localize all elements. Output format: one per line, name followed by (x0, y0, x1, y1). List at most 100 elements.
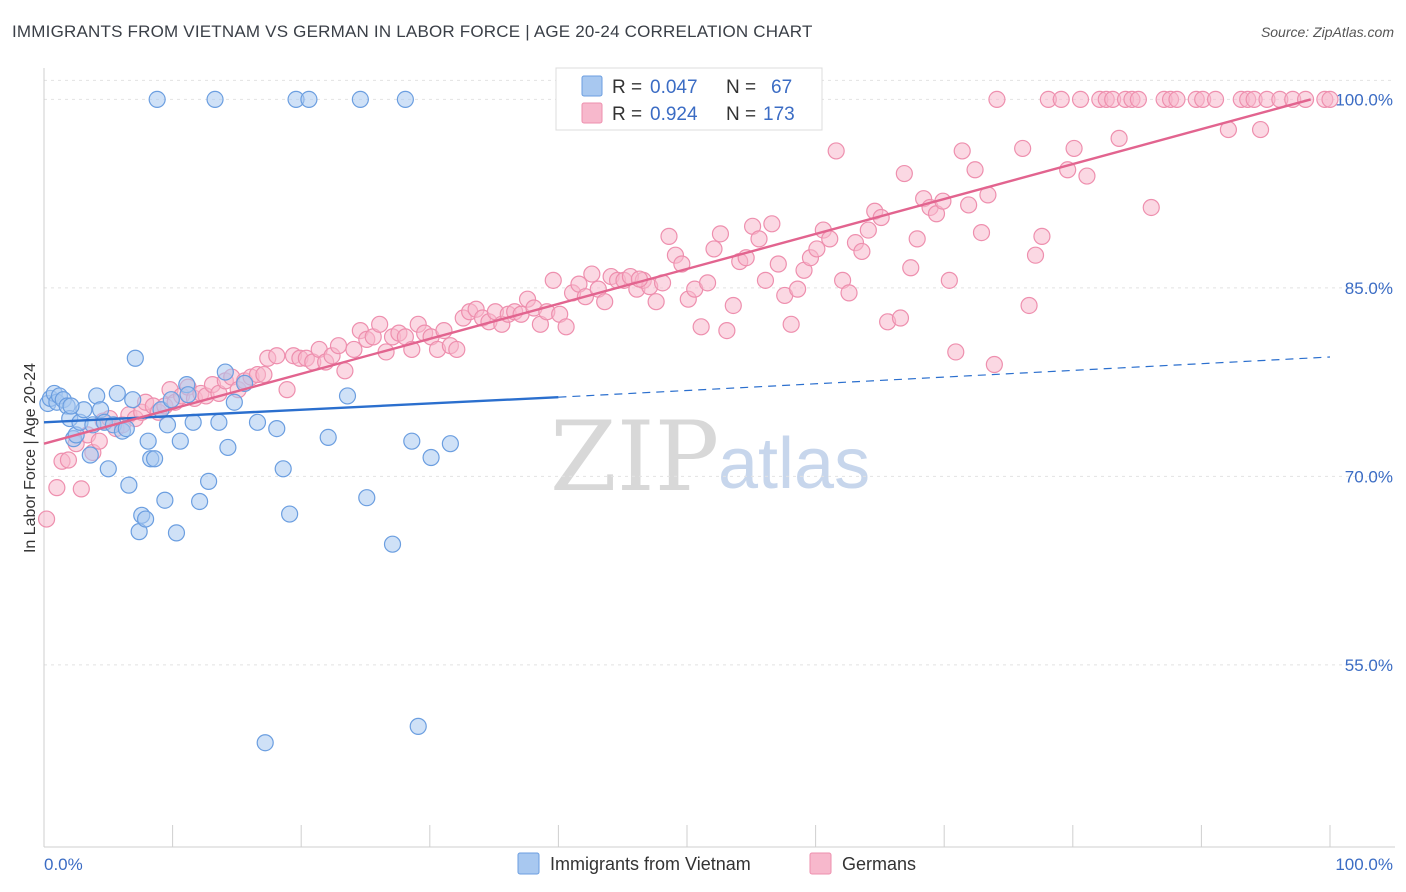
germans-point (895, 164, 913, 183)
vietnam-point (281, 505, 299, 523)
germans-point (1026, 246, 1045, 264)
germans-point (891, 309, 910, 327)
vietnam-point (62, 397, 80, 415)
y-tick-label: 85.0% (1345, 279, 1393, 298)
germans-point (769, 255, 787, 273)
bottom-legend-swatch-vietnam (517, 852, 540, 875)
germans-point (1052, 90, 1070, 109)
germans-point (448, 340, 466, 359)
germans-point (371, 315, 389, 333)
germans-point (705, 240, 723, 258)
germans-point (1065, 139, 1083, 158)
vietnam-point (81, 446, 99, 464)
y-tick-label: 100.0% (1335, 90, 1393, 109)
germans-point (583, 265, 601, 283)
germans-point (953, 142, 971, 160)
bottom-legend-label-vietnam: Immigrants from Vietnam (550, 854, 751, 874)
vietnam-point (184, 413, 202, 431)
bottom-legend: Immigrants from Vietnam Germans (517, 852, 916, 875)
vietnam-point (156, 491, 174, 509)
germans-point (808, 240, 826, 258)
x-tick-label-end: 100.0% (1335, 855, 1393, 874)
vietnam-point (171, 432, 189, 450)
germans-point (1110, 129, 1128, 147)
x-tick-label-start: 0.0% (44, 855, 83, 874)
germans-point (827, 142, 845, 160)
watermark-atlas: atlas (718, 424, 870, 504)
vietnam-point (358, 489, 376, 507)
bottom-legend-label-germans: Germans (842, 854, 916, 874)
germans-point (1251, 120, 1270, 139)
germans-point (37, 510, 56, 528)
germans-point (329, 337, 348, 355)
germans-point (853, 242, 871, 261)
germans-point (596, 293, 614, 311)
germans-point (966, 161, 984, 179)
vietnam-point (210, 413, 228, 431)
vietnam-point (441, 435, 459, 453)
vietnam-point (148, 90, 166, 109)
germans-point (859, 221, 877, 239)
vietnam-point (422, 448, 440, 467)
germans-point (698, 274, 717, 292)
germans-point (544, 271, 562, 289)
germans-point (1078, 167, 1096, 185)
vietnam-point (396, 90, 414, 109)
vietnam-point (351, 90, 369, 109)
vietnam-point (225, 393, 243, 411)
germans-point (557, 318, 575, 336)
germans-point (782, 315, 800, 333)
germans-point (647, 293, 665, 311)
legend-n-label-germans: N = (726, 104, 756, 125)
legend-n-value-vietnam: 67 (771, 77, 792, 98)
vietnam-point (108, 384, 126, 403)
germans-point (711, 225, 730, 243)
x-tick-labels: 0.0% 100.0% (44, 855, 1393, 874)
germans-point (1142, 198, 1160, 217)
germans-point (1321, 90, 1339, 109)
germans-point (345, 340, 363, 359)
vietnam-point (256, 734, 274, 752)
vietnam-point (300, 90, 318, 109)
germans-point (724, 296, 742, 315)
germans-point (940, 271, 958, 289)
y-tick-label: 55.0% (1345, 656, 1393, 675)
chart-title: IMMIGRANTS FROM VIETNAM VS GERMAN IN LAB… (12, 22, 813, 41)
germans-point (268, 347, 286, 365)
germans-point (908, 230, 926, 248)
vietnam-point (99, 460, 117, 478)
vietnam-point (200, 472, 218, 490)
vietnam-point (191, 492, 209, 511)
germans-point (821, 230, 839, 248)
vietnam-trend-extension (558, 356, 1331, 398)
germans-point (960, 196, 978, 214)
germans-point (1129, 90, 1147, 109)
vietnam-point (403, 432, 421, 450)
legend-r-value-germans: 0.924 (650, 104, 698, 125)
vietnam-point (179, 386, 197, 404)
germans-point (72, 480, 90, 498)
germans-point (660, 227, 678, 245)
vietnam-point (120, 476, 138, 494)
legend-r-label-vietnam: R = (612, 77, 642, 98)
germans-point (1020, 296, 1038, 315)
germans-point (988, 90, 1006, 109)
vietnam-points (39, 90, 459, 752)
trend-lines (43, 98, 1331, 445)
vietnam-point (274, 460, 292, 478)
vietnam-point (206, 90, 224, 109)
y-tick-label: 70.0% (1345, 467, 1393, 486)
axes (43, 68, 1395, 848)
legend-n-value-germans: 173 (763, 104, 795, 125)
vietnam-point (136, 510, 155, 528)
vietnam-point (409, 717, 427, 735)
y-tick-labels: 55.0% 70.0% 85.0% 100.0% (1335, 90, 1393, 674)
germans-point (788, 280, 807, 298)
vietnam-point (124, 391, 142, 409)
source-credit: Source: ZipAtlas.com (1260, 24, 1394, 40)
vietnam-point (248, 413, 267, 431)
germans-point (947, 343, 965, 361)
germans-point (972, 223, 991, 242)
vietnam-point (145, 450, 164, 468)
germans-point (336, 362, 354, 380)
